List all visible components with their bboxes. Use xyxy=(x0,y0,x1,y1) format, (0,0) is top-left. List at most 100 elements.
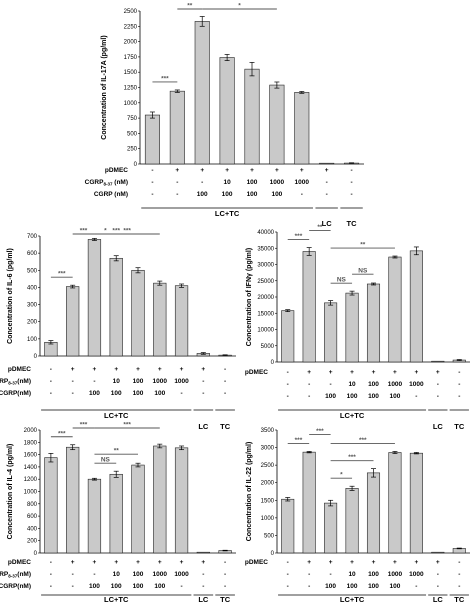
condition-cell: + xyxy=(350,559,354,566)
condition-cell: 100 xyxy=(247,179,258,186)
condition-cell: + xyxy=(136,559,140,566)
bar xyxy=(431,551,445,554)
significance-label: *** xyxy=(123,422,131,429)
y-tick-label: 500 xyxy=(127,131,138,137)
condition-cell: - xyxy=(287,369,289,376)
significance-label: *** xyxy=(316,428,324,435)
condition-cell: + xyxy=(200,167,204,174)
condition-label: pDMEC xyxy=(105,167,128,174)
condition-cell: + xyxy=(329,369,333,376)
y-tick-label: 0 xyxy=(134,162,138,168)
y-tick-label: 2250 xyxy=(124,24,138,30)
condition-cell: + xyxy=(71,559,75,566)
condition-cell: - xyxy=(72,583,74,590)
condition-cell: - xyxy=(224,390,226,397)
bar xyxy=(174,447,189,554)
condition-cell: + xyxy=(250,167,254,174)
condition-cell: - xyxy=(202,583,204,590)
bar xyxy=(169,90,185,165)
group-label: LC+TC xyxy=(215,209,240,218)
condition-cell: - xyxy=(224,366,226,373)
condition-cell: 10 xyxy=(348,571,356,578)
condition-cell: + xyxy=(393,369,397,376)
bar xyxy=(87,478,102,554)
condition-label: CGRP (nM) xyxy=(94,191,128,198)
condition-cell: 100 xyxy=(111,390,122,397)
bar xyxy=(219,57,235,165)
y-tick-label: 600 xyxy=(27,251,38,257)
significance-label: *** xyxy=(161,75,169,82)
condition-cell: - xyxy=(330,571,332,578)
y-tick-label: 1800 xyxy=(24,440,38,446)
condition-cell: 1000 xyxy=(409,381,424,388)
chart-il17a: 0 250 500 750 1000 1250 1500 1750 2000 2250 2500 Co… xyxy=(85,3,364,228)
y-tick-label: 1500 xyxy=(124,70,138,76)
significance-label: NS xyxy=(358,268,368,275)
condition-cell: 1000 xyxy=(388,381,403,388)
condition-cell: - xyxy=(151,179,153,186)
y-axis-title: Concentration of IL-4 (pg/ml) xyxy=(7,444,14,540)
condition-cell: - xyxy=(437,381,439,388)
significance-label: *** xyxy=(295,233,303,240)
bar xyxy=(409,250,423,363)
condition-cell: + xyxy=(114,559,118,566)
y-tick-label: 100 xyxy=(27,337,38,343)
condition-cell: 1000 xyxy=(409,571,424,578)
chart-ifng: 0 5000 10000 15000 20000 25000 30000 35000 40000… xyxy=(245,224,470,431)
condition-cell: + xyxy=(93,366,97,373)
bar xyxy=(302,451,316,554)
condition-label: CGRP(nM) xyxy=(0,583,31,590)
group-label: LC+TC xyxy=(340,411,365,420)
condition-cell: - xyxy=(50,559,52,566)
condition-cell: 100 xyxy=(325,583,336,590)
significance-label: ** xyxy=(114,448,120,455)
significance-label: *** xyxy=(58,430,66,437)
condition-cell: + xyxy=(93,559,97,566)
condition-cell: - xyxy=(72,571,74,578)
condition-cell: + xyxy=(325,167,329,174)
condition-cell: 10 xyxy=(113,378,121,385)
condition-cell: - xyxy=(308,583,310,590)
group-label: LC xyxy=(198,422,209,431)
significance-label: *** xyxy=(359,437,367,444)
condition-cell: - xyxy=(176,179,178,186)
condition-cell: - xyxy=(176,191,178,198)
y-tick-label: 20000 xyxy=(257,295,274,301)
bar xyxy=(366,472,381,554)
bar xyxy=(302,251,316,363)
condition-cell: + xyxy=(393,559,397,566)
condition-cell: + xyxy=(175,167,179,174)
y-tick-label: 10000 xyxy=(257,328,274,334)
condition-cell: - xyxy=(308,381,310,388)
condition-cell: 100 xyxy=(271,191,282,198)
condition-cell: + xyxy=(329,559,333,566)
condition-cell: - xyxy=(458,393,460,400)
condition-cell: + xyxy=(414,559,418,566)
y-tick-label: 25000 xyxy=(257,279,274,285)
group-label: TC xyxy=(220,422,231,431)
condition-cell: - xyxy=(458,381,460,388)
y-tick-label: 300 xyxy=(27,303,38,309)
y-tick-label: 1750 xyxy=(124,55,138,61)
y-tick-label: 2000 xyxy=(24,428,38,434)
condition-cell: 100 xyxy=(133,571,144,578)
significance-label: ** xyxy=(317,224,323,231)
bar xyxy=(366,283,381,363)
condition-label-suffix: (nM) xyxy=(17,378,31,385)
bar xyxy=(174,285,189,357)
condition-cell: - xyxy=(50,378,52,385)
y-tick-label: 2000 xyxy=(261,481,275,487)
condition-cell: 100 xyxy=(89,583,100,590)
condition-cell: 100 xyxy=(368,571,379,578)
condition-cell: 100 xyxy=(154,583,165,590)
bar xyxy=(281,310,295,363)
condition-cell: + xyxy=(436,559,440,566)
bar xyxy=(345,488,359,554)
condition-cell: + xyxy=(201,559,205,566)
y-tick-label: 3000 xyxy=(261,446,275,452)
y-tick-label: 700 xyxy=(27,234,38,240)
condition-cell: - xyxy=(458,583,460,590)
condition-cell: + xyxy=(158,559,162,566)
condition-cell: - xyxy=(202,390,204,397)
group-label: TC xyxy=(454,595,465,604)
